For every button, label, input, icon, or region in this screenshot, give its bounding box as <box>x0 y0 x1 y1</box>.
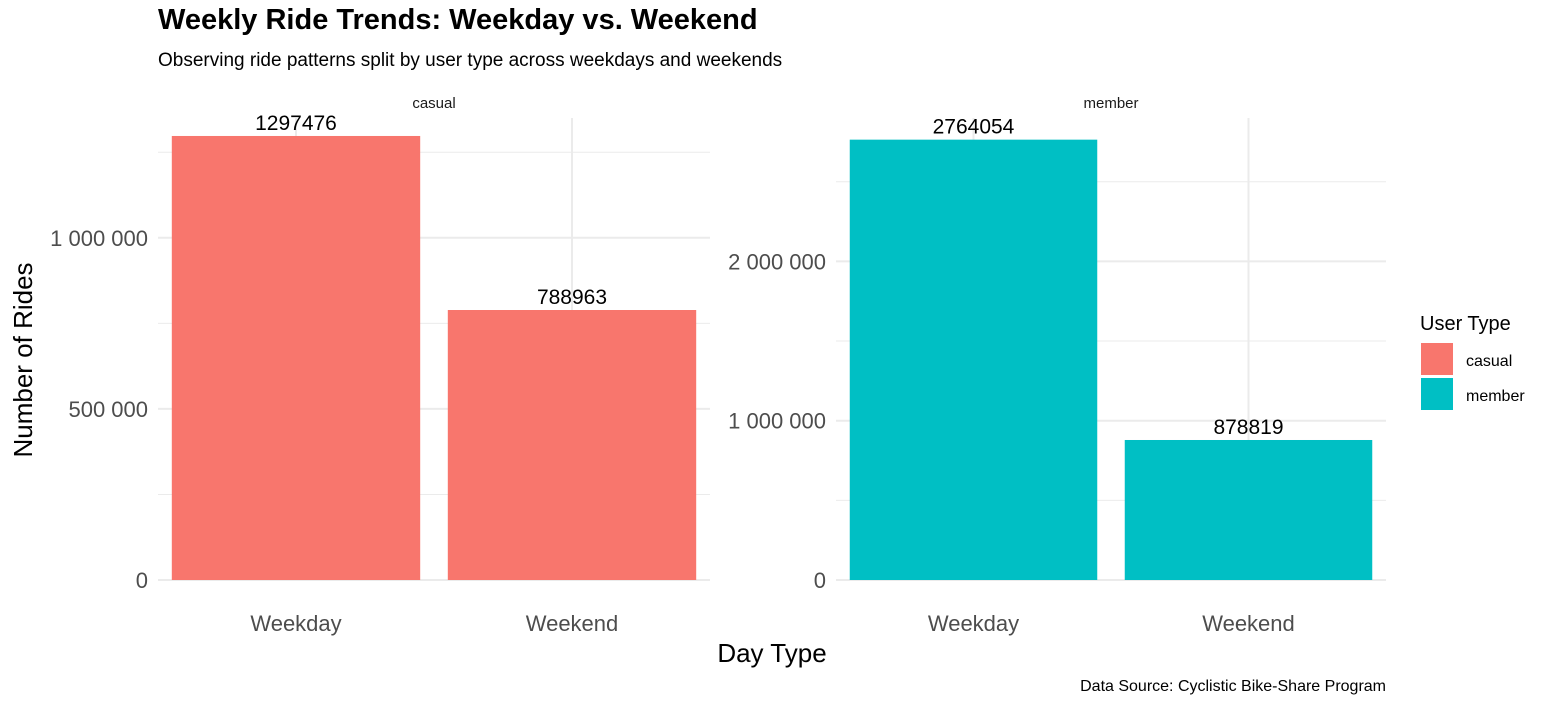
chart-title: Weekly Ride Trends: Weekday vs. Weekend <box>158 4 758 36</box>
bar-casual-weekday <box>171 135 421 580</box>
data-label: 2764054 <box>933 116 1015 139</box>
y-tick-label: 0 <box>814 568 826 593</box>
data-label: 878819 <box>1213 416 1283 439</box>
bar-member-weekday <box>849 139 1098 581</box>
legend-label-casual: casual <box>1466 353 1512 370</box>
legend-label-member: member <box>1466 388 1525 405</box>
facet-label-member: member <box>1083 95 1138 112</box>
legend-title: User Type <box>1420 313 1511 335</box>
legend-swatch-casual <box>1421 343 1453 375</box>
legend-swatch-member <box>1421 378 1453 410</box>
facet-label-casual: casual <box>412 95 455 112</box>
x-tick-label: Weekend <box>526 611 619 636</box>
bars <box>171 135 1373 581</box>
axis-labels: casual 0 500 000 1 000 000 Weekday Weekend mem… <box>50 95 1295 636</box>
legend: User Type casual member <box>1420 313 1525 410</box>
data-label: 788963 <box>537 286 607 309</box>
y-tick-label: 2 000 000 <box>728 249 826 274</box>
y-tick-label: 500 000 <box>68 397 148 422</box>
data-label: 1297476 <box>255 112 337 135</box>
y-axis-title: Number of Rides <box>8 262 38 457</box>
y-tick-label: 0 <box>136 568 148 593</box>
chart-subtitle: Observing ride patterns split by user ty… <box>158 50 783 71</box>
chart-caption: Data Source: Cyclistic Bike-Share Progra… <box>1080 678 1386 695</box>
x-tick-label: Weekday <box>250 611 341 636</box>
bar-casual-weekend <box>447 309 697 580</box>
y-tick-label: 1 000 000 <box>50 226 148 251</box>
x-tick-label: Weekend <box>1202 611 1295 636</box>
y-tick-label: 1 000 000 <box>728 409 826 434</box>
bar-member-weekend <box>1124 439 1373 580</box>
data-labels: 1297476 788963 2764054 878819 <box>255 112 1283 439</box>
x-axis-title: Day Type <box>717 638 826 668</box>
x-tick-label: Weekday <box>928 611 1019 636</box>
